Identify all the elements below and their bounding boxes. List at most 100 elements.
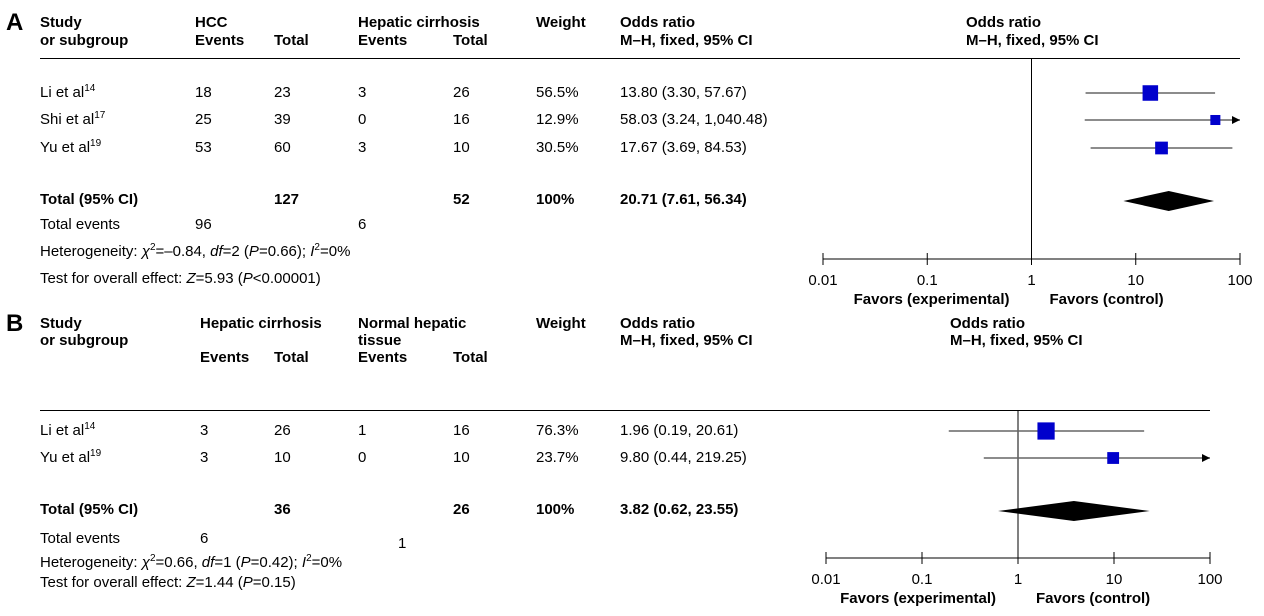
study-marker (1155, 141, 1168, 155)
events-2: 1 (358, 422, 367, 439)
total-1: 36 (274, 501, 291, 518)
total-label: Total (95% CI) (40, 191, 139, 208)
favors-right-label: Favors (control) (1036, 590, 1150, 607)
events-1: 53 (195, 139, 212, 156)
header-events-1: Events (195, 32, 245, 49)
favors-right-label: Favors (control) (1050, 291, 1164, 308)
header-study: Study (40, 315, 82, 332)
forest-plot-area: 0.01 0.1 1 10 100 Favors (experimental) Favors… (811, 410, 1223, 607)
study-name: Yu et al19 (40, 138, 102, 157)
total-weight: 100% (536, 501, 575, 518)
total-odds-ratio: 3.82 (0.62, 23.55) (620, 501, 739, 518)
header-total-2: Total (453, 349, 488, 366)
study-marker (1107, 452, 1120, 464)
header-group2: Normal hepatic (358, 315, 467, 332)
events-2: 3 (358, 84, 367, 101)
header-study: Study (40, 14, 82, 31)
x-tick-label: 0.1 (912, 571, 933, 588)
total-1: 26 (274, 422, 291, 439)
x-tick-label: 100 (1197, 571, 1222, 588)
study-marker (1142, 85, 1159, 101)
total-2: 26 (453, 84, 470, 101)
forest-panel-a: A Study or subgroup HCC Events Total Hep… (0, 0, 1264, 309)
total-2: 52 (453, 191, 470, 208)
weight: 76.3% (536, 422, 579, 439)
study-marker (1037, 422, 1055, 440)
header-group2-line2: tissue (358, 332, 402, 349)
header-total-2: Total (453, 32, 488, 49)
header-total-1: Total (274, 349, 309, 366)
total-odds-ratio: 20.71 (7.61, 56.34) (620, 191, 747, 208)
total-label: Total (95% CI) (40, 501, 139, 518)
header-group1: Hepatic cirrhosis (200, 315, 322, 332)
forest-panel-b: B Study or subgroup Hepatic cirrhosis Ev… (0, 308, 1264, 608)
header-rule (40, 410, 1210, 411)
total-2: 16 (453, 422, 470, 439)
weight: 30.5% (536, 139, 579, 156)
header-weight: Weight (536, 14, 586, 31)
header-or: Odds ratio (620, 315, 696, 332)
study-name: Li et al14 (40, 421, 96, 440)
ci-arrow (1202, 454, 1210, 462)
events-1: 18 (195, 84, 212, 101)
header-rule (40, 58, 1240, 59)
x-tick-label: 0.01 (811, 571, 840, 588)
header-group2: Hepatic cirrhosis (358, 14, 480, 31)
x-tick-label: 1 (1027, 272, 1035, 289)
weight: 23.7% (536, 449, 579, 466)
plot-header-or: Odds ratio (966, 14, 1042, 31)
total-1: 127 (274, 191, 300, 208)
weight: 56.5% (536, 84, 579, 101)
events-2: 3 (358, 139, 367, 156)
panel-letter: B (6, 310, 24, 337)
total-events-label: Total events (40, 216, 121, 233)
header-or-method: M–H, fixed, 95% CI (620, 332, 753, 349)
study-name: Shi et al17 (40, 110, 106, 129)
events-2: 0 (358, 449, 367, 466)
x-tick-label: 100 (1227, 272, 1252, 289)
odds-ratio: 58.03 (3.24, 1,040.48) (620, 111, 768, 128)
x-tick-label: 0.1 (917, 272, 938, 289)
study-marker (1210, 114, 1221, 126)
forest-plot-area: 0.01 0.1 1 10 100 Favors (experimental) Favors… (808, 58, 1253, 308)
events-2: 0 (358, 111, 367, 128)
heterogeneity-stats: Heterogeneity: χ2=0.66, df=1 (P=0.42); I… (40, 553, 343, 572)
favors-left-label: Favors (experimental) (854, 291, 1010, 308)
study-name: Li et al14 (40, 83, 96, 102)
ci-arrow (1232, 116, 1240, 124)
events-1: 3 (200, 449, 209, 466)
plot-header-method: M–H, fixed, 95% CI (966, 32, 1099, 49)
total-events-1: 96 (195, 216, 212, 233)
total-2: 10 (453, 449, 470, 466)
pooled-diamond (1123, 191, 1215, 211)
header-events-2: Events (358, 349, 408, 366)
overall-effect-test: Test for overall effect: Z=5.93 (P<0.000… (40, 270, 321, 287)
total-1: 10 (274, 449, 291, 466)
events-1: 3 (200, 422, 209, 439)
header-weight: Weight (536, 315, 586, 332)
study-name: Yu et al19 (40, 448, 102, 467)
header-subgroup: or subgroup (40, 332, 129, 349)
pooled-diamond (998, 501, 1150, 521)
header-or: Odds ratio (620, 14, 696, 31)
header-total-1: Total (274, 32, 309, 49)
favors-left-label: Favors (experimental) (840, 590, 996, 607)
header-subgroup: or subgroup (40, 32, 129, 49)
events-1: 25 (195, 111, 212, 128)
header-events-2: Events (358, 32, 408, 49)
total-1: 39 (274, 111, 291, 128)
total-events-2: 1 (398, 535, 407, 552)
panel-letter: A (6, 9, 24, 36)
total-events-2: 6 (358, 216, 367, 233)
total-weight: 100% (536, 191, 575, 208)
header-events-1: Events (200, 349, 250, 366)
total-events-label: Total events (40, 530, 121, 547)
odds-ratio: 17.67 (3.69, 84.53) (620, 139, 747, 156)
x-tick-label: 10 (1106, 571, 1123, 588)
odds-ratio: 1.96 (0.19, 20.61) (620, 422, 739, 439)
plot-header-method: M–H, fixed, 95% CI (950, 332, 1083, 349)
x-tick-label: 0.01 (808, 272, 837, 289)
heterogeneity-stats: Heterogeneity: χ2=–0.84, df=2 (P=0.66); … (40, 242, 351, 261)
overall-effect-test: Test for overall effect: Z=1.44 (P=0.15) (40, 574, 296, 591)
total-events-1: 6 (200, 530, 209, 547)
